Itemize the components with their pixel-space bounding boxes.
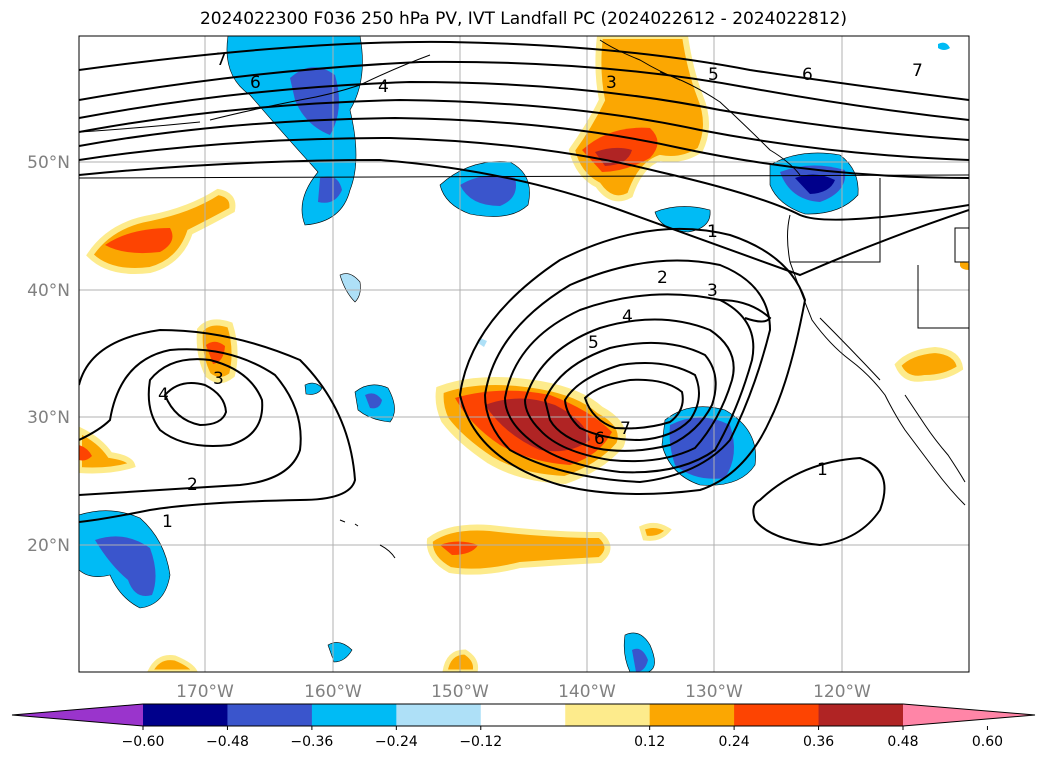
contour-label: 1 (707, 222, 718, 242)
contour-label: 4 (158, 385, 169, 405)
contour-label: 6 (250, 73, 261, 93)
contour-label: 6 (594, 429, 605, 449)
colorbar-segment (649, 704, 735, 726)
colorbar-tick-label: −0.60 (122, 734, 165, 750)
lon-label: 130°W (685, 682, 743, 702)
colorbar-tick-label: 0.36 (803, 734, 834, 750)
contour-label: 1 (162, 512, 173, 532)
contour-label: 5 (708, 65, 719, 85)
colorbar-extend-max (903, 704, 1035, 726)
contour-labels: 7 6 4 3 5 6 7 1 2 3 4 5 6 7 3 4 2 1 1 (158, 50, 923, 532)
contour-label: 4 (622, 307, 633, 327)
colorbar-segment (311, 704, 397, 726)
contour-label: 7 (216, 50, 227, 70)
colorbar-segment (818, 704, 904, 726)
map-title: 2024022300 F036 250 hPa PV, IVT Landfall… (199, 9, 847, 29)
lon-label: 170°W (176, 682, 234, 702)
colorbar-tick-label: −0.12 (459, 734, 502, 750)
contour-label: 2 (657, 268, 668, 288)
colorbar-segment (227, 704, 313, 726)
colorbar-segment (396, 704, 482, 726)
contour-label: 3 (707, 281, 718, 301)
colorbar-segment (565, 704, 651, 726)
latitude-labels: 50°N 40°N 30°N 20°N (27, 153, 70, 556)
lon-label: 140°W (558, 682, 616, 702)
contour-label: 7 (912, 61, 923, 81)
contour-label: 6 (802, 65, 813, 85)
contours (79, 40, 969, 547)
contour-label: 1 (817, 460, 828, 480)
contour-label: 5 (588, 333, 599, 353)
lat-label: 40°N (27, 281, 70, 301)
contour-label: 3 (606, 73, 617, 93)
coastlines (79, 39, 969, 559)
colorbar-tick-label: −0.48 (206, 734, 249, 750)
lat-label: 20°N (27, 536, 70, 556)
colorbar-tick-label: 0.24 (719, 734, 750, 750)
contour-label: 3 (213, 369, 224, 389)
contour-label: 4 (378, 77, 389, 97)
colorbar-tick-label: 0.60 (972, 734, 1003, 750)
colorbar-extend-min (12, 704, 143, 726)
map-frame (78, 35, 970, 673)
lat-label: 30°N (27, 408, 70, 428)
colorbar-tick-label: −0.36 (290, 734, 333, 750)
colorbar: −0.60 −0.48 −0.36 −0.24 −0.12 0.12 0.24 0.36 0.4… (11, 703, 1036, 750)
lon-label: 120°W (813, 682, 871, 702)
lat-label: 50°N (27, 153, 70, 173)
contour-label: 2 (187, 475, 198, 495)
lon-label: 160°W (304, 682, 362, 702)
colorbar-segment (480, 704, 566, 726)
contour-label: 7 (620, 419, 631, 439)
colorbar-tick-label: −0.24 (375, 734, 418, 750)
colorbar-tick-label: 0.12 (634, 734, 665, 750)
colorbar-segment (734, 704, 820, 726)
colorbar-segment (143, 704, 228, 726)
longitude-labels: 170°W 160°W 150°W 140°W 130°W 120°W (176, 682, 871, 702)
lon-label: 150°W (431, 682, 489, 702)
colorbar-tick-label: 0.48 (887, 734, 918, 750)
